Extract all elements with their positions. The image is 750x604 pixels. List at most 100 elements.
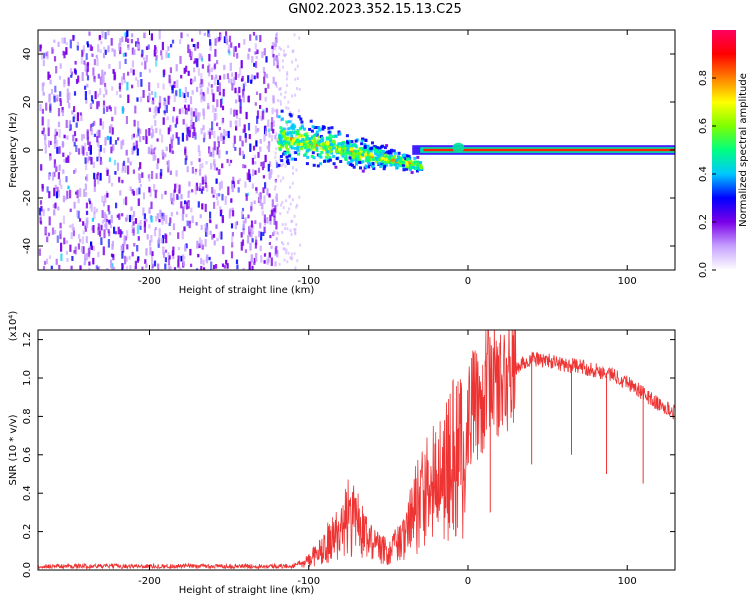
spectrogram-cell bbox=[56, 235, 59, 243]
spectrogram-cell bbox=[197, 201, 200, 208]
spectrogram-cell bbox=[173, 267, 177, 270]
spectrogram-cell bbox=[229, 108, 233, 115]
spectrogram-cell bbox=[374, 160, 378, 164]
spectrogram-cell bbox=[131, 84, 134, 89]
spectrogram-cell bbox=[314, 132, 318, 136]
spectrogram-cell bbox=[254, 242, 257, 249]
spectrogram-cell bbox=[240, 232, 243, 238]
spectrogram-cell bbox=[191, 215, 194, 223]
spectrogram-cell bbox=[322, 142, 326, 146]
spectrogram-cell bbox=[59, 97, 62, 102]
colorbar-tick-label: 0.2 bbox=[698, 214, 709, 230]
spectrogram-cell bbox=[416, 165, 420, 169]
spectrogram-cell bbox=[155, 189, 158, 193]
spectrogram-cell bbox=[286, 227, 289, 231]
spectrogram-cell bbox=[216, 86, 219, 92]
spectrogram-cell bbox=[87, 146, 91, 151]
spectrogram-cell bbox=[149, 188, 152, 197]
spectrogram-cell bbox=[60, 242, 63, 252]
spectrogram-cell bbox=[339, 150, 343, 154]
carrier-band-core bbox=[423, 148, 675, 152]
spectrogram-cell bbox=[212, 93, 215, 102]
spectrogram-cell bbox=[157, 158, 160, 164]
spectrogram-cell bbox=[175, 64, 178, 72]
spectrogram-cell bbox=[213, 202, 216, 209]
spectrogram-cell bbox=[231, 72, 234, 77]
spectrogram-cell bbox=[41, 116, 44, 126]
spectrogram-cell bbox=[227, 186, 230, 196]
spectrogram-cell bbox=[222, 136, 226, 140]
spectrogram-cell bbox=[362, 149, 365, 153]
spectrogram-cell bbox=[278, 148, 282, 152]
spectrogram-cell bbox=[85, 210, 88, 216]
spectrogram-cell bbox=[194, 170, 197, 175]
spectrogram-cell bbox=[69, 124, 72, 130]
spectrogram-cell bbox=[55, 131, 58, 136]
spectrogram-cell bbox=[119, 190, 122, 196]
spectrogram-cell bbox=[62, 195, 65, 203]
spectrogram-cell bbox=[110, 253, 114, 257]
spectrogram-cell bbox=[215, 167, 218, 171]
spectrogram-cell bbox=[229, 208, 232, 217]
spectrogram-cell bbox=[247, 214, 250, 219]
spectrogram-cell bbox=[242, 164, 245, 169]
spectrogram-cell bbox=[74, 168, 77, 173]
spectrogram-cell bbox=[269, 161, 272, 167]
spectrogram-cell bbox=[346, 161, 350, 165]
spectrogram-cell bbox=[197, 253, 200, 258]
colorbar-tick-label: 0.4 bbox=[698, 166, 709, 182]
spectrogram-cell bbox=[79, 188, 82, 197]
spectrogram-cell bbox=[328, 146, 332, 149]
spectrogram-cell bbox=[193, 76, 196, 82]
spectrogram-cell bbox=[336, 144, 340, 148]
spectrogram-cell bbox=[263, 260, 266, 264]
spectrogram-cell bbox=[98, 149, 101, 158]
spectrogram-cell bbox=[192, 111, 195, 117]
spectrogram-cell bbox=[49, 155, 52, 161]
spectrogram-cell bbox=[214, 49, 217, 57]
spectrogram-cell bbox=[250, 254, 253, 263]
spectrogram-cell bbox=[252, 31, 256, 36]
spectrogram-cell bbox=[172, 255, 175, 260]
spectrogram-cell bbox=[345, 134, 349, 138]
spectrogram-cell bbox=[53, 39, 56, 43]
spectrogram-cell bbox=[285, 77, 288, 81]
spectrogram-cell bbox=[177, 259, 180, 268]
spectrogram-cell bbox=[131, 33, 134, 38]
spectrogram-cell bbox=[200, 79, 203, 85]
spectrogram-cell bbox=[321, 127, 325, 131]
spectrogram-cell bbox=[213, 63, 217, 69]
spectrogram-cell bbox=[332, 154, 336, 158]
spectrogram-cell bbox=[286, 122, 288, 126]
spectrogram-cell bbox=[201, 163, 204, 169]
spectrogram-cell bbox=[84, 225, 87, 232]
spectrogram-cell bbox=[77, 148, 81, 155]
spectrogram-cell bbox=[46, 236, 49, 243]
spectrogram-x-ticks: -200 -100 0 100 bbox=[138, 30, 637, 287]
y-tick-label: -20 bbox=[22, 190, 33, 206]
spectrogram-cell bbox=[180, 74, 183, 79]
spectrogram-cell bbox=[177, 247, 180, 251]
spectrogram-cell bbox=[154, 91, 157, 98]
spectrogram-cell bbox=[187, 104, 190, 112]
spectrogram-cell bbox=[204, 182, 208, 188]
spectrogram-cell bbox=[253, 62, 256, 67]
spectrogram-cell bbox=[110, 215, 113, 224]
spectrogram-cell bbox=[216, 122, 219, 127]
spectrogram-cell bbox=[275, 221, 278, 230]
spectrogram-cell bbox=[249, 225, 252, 232]
spectrogram-cell bbox=[38, 207, 42, 216]
spectrogram-cell bbox=[136, 225, 139, 234]
spectrogram-cell bbox=[255, 91, 259, 95]
spectrogram-cell bbox=[113, 159, 117, 166]
spectrogram-cell bbox=[191, 167, 194, 174]
spectrogram-cell bbox=[250, 79, 253, 84]
spectrogram-cell bbox=[281, 223, 284, 227]
spectrogram-cell bbox=[216, 237, 219, 242]
spectrogram-cell bbox=[147, 146, 150, 154]
spectrogram-cell bbox=[222, 245, 225, 255]
spectrogram-cell bbox=[82, 230, 85, 235]
spectrogram-cell bbox=[132, 190, 135, 196]
spectrogram-cell bbox=[223, 129, 226, 137]
spectrogram-cell bbox=[274, 155, 277, 159]
